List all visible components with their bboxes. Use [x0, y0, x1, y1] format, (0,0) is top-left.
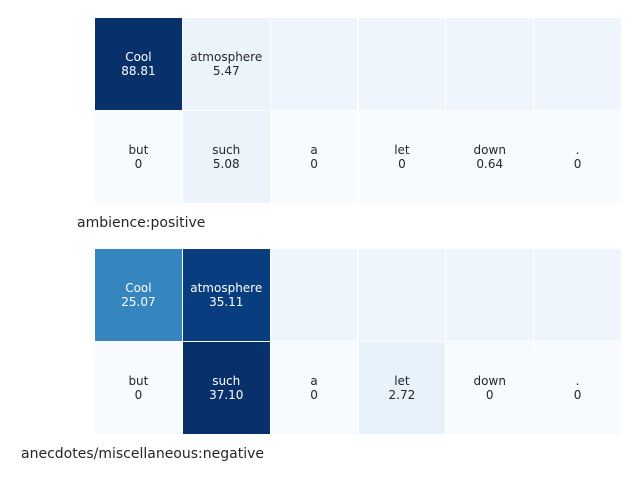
heatmap-cell: Cool 88.81	[95, 18, 183, 111]
heatmap-cell: atmosphere 35.11	[182, 249, 271, 342]
cell-value: 0	[398, 157, 406, 171]
cell-token: down	[473, 374, 506, 388]
cell-value: 0	[485, 388, 494, 402]
cell-value: 0	[134, 157, 143, 171]
heatmap-caption: anecdotes/miscellaneous:negative	[21, 446, 264, 462]
heatmap-cell: .0	[534, 342, 622, 435]
heatmap-cell: down 0.64	[446, 111, 535, 204]
heatmap-empty-cell	[534, 249, 622, 342]
heatmap-empty-cell	[534, 18, 622, 111]
heatmap-cell: such 5.08	[182, 111, 271, 204]
cell-token: a	[310, 143, 318, 157]
heatmap-anecdotes-miscellaneous-negative: Cool 25.07 atmosphere 35.11 but 0 such 37.10 a 0 l…	[95, 249, 622, 435]
heatmap-cell: down 0	[446, 342, 535, 435]
cell-value: 0	[310, 157, 318, 171]
heatmap-empty-cell	[270, 18, 359, 111]
heatmap-empty-cell	[358, 18, 447, 111]
cell-token: let	[394, 143, 410, 157]
cell-token: down	[473, 143, 506, 157]
cell-value: 0	[573, 388, 582, 402]
cell-token: such	[212, 143, 241, 157]
cell-value: 37.10	[209, 388, 244, 402]
cell-token: Cool	[125, 50, 152, 64]
heatmap-empty-cell	[446, 249, 535, 342]
cell-token: a	[310, 374, 318, 388]
cell-value: 2.72	[388, 388, 416, 402]
cell-value: 88.81	[121, 64, 156, 78]
heatmap-cell: such 37.10	[182, 342, 271, 435]
cell-token: such	[212, 374, 241, 388]
cell-value: 5.47	[212, 64, 240, 78]
heatmap-cell: but 0	[95, 111, 183, 204]
heatmap-cell: Cool 25.07	[95, 249, 183, 342]
cell-token: atmosphere	[190, 50, 263, 64]
heatmap-cell: but 0	[95, 342, 183, 435]
heatmap-ambience-positive: Cool 88.81 atmosphere 5.47 but 0 such 5.08 a 0 let…	[95, 18, 622, 204]
heatmap-cell: let 0	[358, 111, 447, 204]
cell-value: 0	[573, 157, 582, 171]
cell-token: .	[575, 143, 580, 157]
cell-token: atmosphere	[190, 281, 263, 295]
cell-token: but	[128, 143, 149, 157]
cell-value: 0.64	[476, 157, 504, 171]
cell-value: 25.07	[121, 295, 156, 309]
heatmap-cell: atmosphere 5.47	[182, 18, 271, 111]
cell-value: 35.11	[209, 295, 244, 309]
heatmap-empty-cell	[358, 249, 447, 342]
cell-token: but	[128, 374, 149, 388]
heatmap-cell: let 2.72	[358, 342, 447, 435]
cell-token: let	[394, 374, 410, 388]
cell-value: 5.08	[212, 157, 240, 171]
heatmap-empty-cell	[270, 249, 359, 342]
cell-token: .	[575, 374, 580, 388]
heatmap-empty-cell	[446, 18, 535, 111]
cell-value: 0	[134, 388, 143, 402]
cell-token: Cool	[125, 281, 152, 295]
cell-value: 0	[310, 388, 318, 402]
heatmap-cell: .0	[534, 111, 622, 204]
heatmap-caption: ambience:positive	[77, 215, 206, 231]
